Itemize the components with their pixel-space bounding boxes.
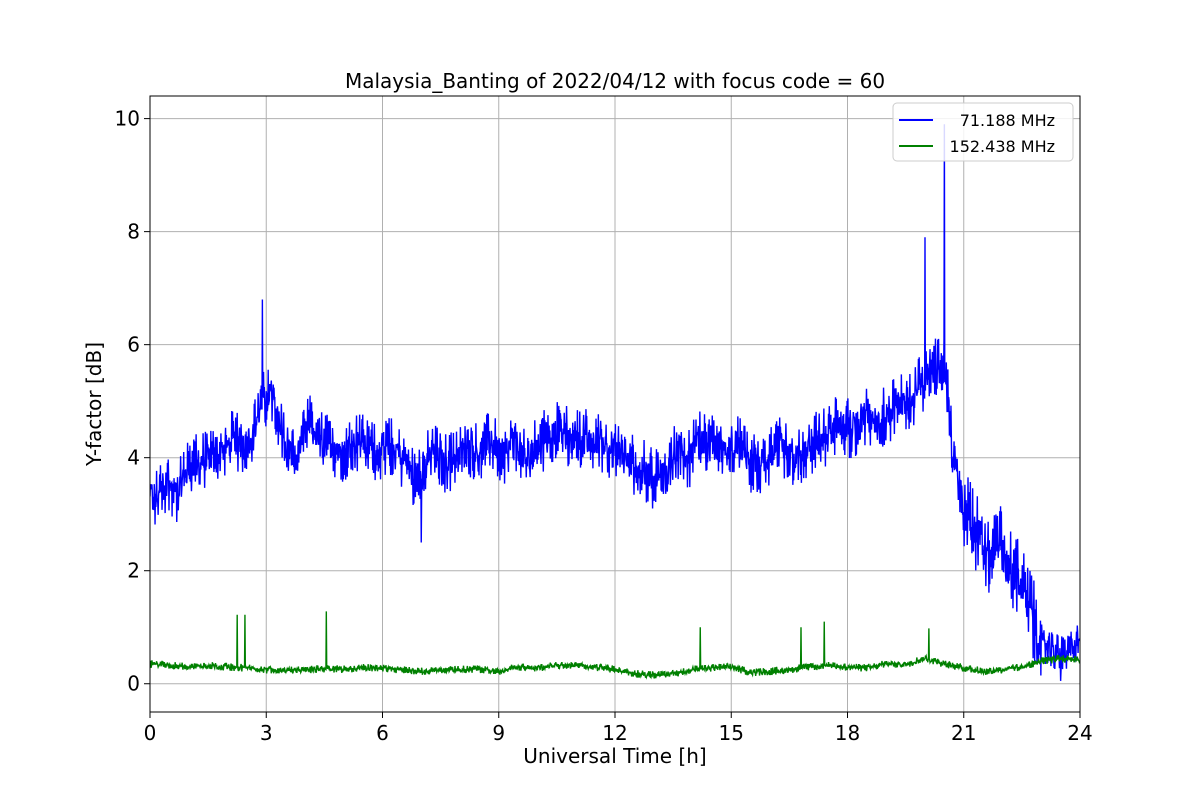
chart-title: Malaysia_Banting of 2022/04/12 with focu… xyxy=(345,69,885,93)
series-line-1 xyxy=(150,611,1080,680)
y-tick-label: 0 xyxy=(127,672,140,696)
x-tick-label: 6 xyxy=(376,721,389,745)
y-axis-label: Y-factor [dB] xyxy=(82,342,106,467)
legend-label: 71.188 MHz xyxy=(960,111,1055,130)
y-tick-label: 10 xyxy=(115,107,140,131)
x-axis-label: Universal Time [h] xyxy=(523,744,706,768)
legend-box xyxy=(892,102,1074,162)
x-tick-label: 0 xyxy=(144,721,157,745)
x-tick-label: 21 xyxy=(951,721,976,745)
legend-label: 152.438 MHz xyxy=(950,137,1055,156)
series-line-0 xyxy=(150,124,1080,681)
legend: 71.188 MHz 152.438 MHz xyxy=(892,102,1074,162)
x-tick-label: 9 xyxy=(492,721,505,745)
x-tick-label: 18 xyxy=(835,721,860,745)
x-tick-label: 15 xyxy=(719,721,744,745)
y-tick-label: 4 xyxy=(127,446,140,470)
y-tick-label: 8 xyxy=(127,220,140,244)
y-tick-label: 6 xyxy=(127,333,140,357)
series-layer xyxy=(150,124,1080,681)
x-tick-label: 3 xyxy=(260,721,273,745)
x-tick-label: 24 xyxy=(1067,721,1092,745)
x-tick-label: 12 xyxy=(602,721,627,745)
y-tick-label: 2 xyxy=(127,559,140,583)
